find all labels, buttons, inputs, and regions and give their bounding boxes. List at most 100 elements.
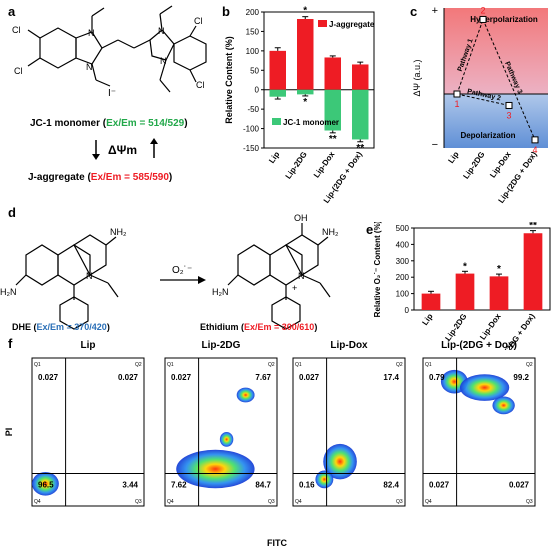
flow-title: Lip: [81, 340, 96, 351]
q3-value: 82.4: [383, 480, 399, 489]
jc1-structure: N N N N Cl Cl Cl Cl I⁻ JC-1 monomer (Ex/…: [12, 5, 207, 183]
hyper-label: Hyperpolarization: [470, 15, 538, 24]
panel-c-label: c: [410, 4, 418, 19]
q3-label: Q3: [268, 499, 275, 505]
pathway-line: [482, 19, 536, 141]
legend-label-jagg: J-aggregate: [329, 20, 375, 29]
n-atom-4: N: [160, 56, 167, 66]
pathway-line: [456, 19, 484, 95]
q2-value: 7.67: [255, 373, 271, 382]
y-tick-label: 0: [255, 86, 260, 95]
q4-value: 96.5: [38, 480, 54, 489]
n-atom-eth: N: [298, 271, 305, 281]
n-atom-2: N: [86, 62, 93, 72]
cl-atom-1: Cl: [12, 25, 21, 35]
y-tick-label: 300: [396, 257, 410, 266]
n-atom-dhe: N: [86, 271, 93, 281]
oh-group: OH: [294, 213, 308, 223]
minus-sign: −: [432, 139, 438, 151]
point-marker: [479, 15, 487, 23]
y-tick-label: 500: [396, 224, 410, 233]
y-tick-label: 200: [246, 8, 260, 17]
bar-jagg: [297, 18, 314, 90]
q3-label: Q3: [526, 499, 533, 505]
density-cluster: [236, 387, 255, 403]
flow-cytometry-panels: Lip Q1 Q2 Q3 Q4 0.027 0.027 3.44 96.5 Lip-2DG Q1 Q2…: [4, 340, 536, 548]
x-tick-label: Lip: [446, 150, 460, 165]
cl-atom-4: Cl: [194, 16, 203, 26]
nh2-group-1: NH₂: [110, 227, 127, 237]
plus-sign: +: [432, 5, 438, 17]
y-axis-label: Relative O₂˙⁻ Content (%): [373, 222, 382, 317]
y-tick-label: 100: [396, 290, 410, 299]
q1-label: Q1: [295, 362, 302, 368]
panel-e-label: e: [366, 222, 374, 237]
cl-atom-3: Cl: [196, 80, 205, 90]
q2-value: 99.2: [513, 373, 529, 382]
bar-monomer: [324, 89, 341, 131]
point-number: 3: [506, 110, 511, 120]
bar-superoxide: [421, 293, 441, 310]
cl-atom-2: Cl: [14, 66, 23, 76]
y-tick-label: 100: [246, 47, 260, 56]
n-atom-3: N: [158, 26, 165, 36]
h2n-group-1: H₂N: [0, 287, 17, 297]
h2n-group-2: H₂N: [212, 287, 229, 297]
iodide-ion: I⁻: [108, 88, 116, 99]
y-axis-label: ΔΨ (a.u.): [412, 59, 422, 96]
bar-monomer: [352, 89, 369, 140]
panel-a-label: a: [8, 4, 16, 19]
q2-label: Q2: [396, 362, 403, 368]
density-cluster: [459, 374, 510, 401]
flow-title: Lip-2DG: [202, 340, 241, 351]
q2-value: 17.4: [383, 373, 399, 382]
q1-label: Q1: [167, 362, 174, 368]
legend-swatch-jagg: [318, 20, 327, 27]
point-number: 4: [532, 145, 537, 155]
q1-value: 0.79: [429, 373, 445, 382]
significance-mark: *: [497, 264, 501, 275]
q4-label: Q4: [34, 499, 41, 505]
q4-label: Q4: [167, 499, 174, 505]
down-arrow-head: [92, 154, 100, 160]
q4-value: 0.027: [429, 480, 450, 489]
bar-superoxide: [455, 273, 475, 310]
density-cluster: [315, 470, 334, 489]
chart-c: + − ΔΨ (a.u.) Hyperpolarization Depolarizati…: [412, 5, 548, 205]
significance-mark: *: [303, 97, 307, 108]
density-cluster: [492, 396, 515, 415]
jagg-caption: J-aggregate (Ex/Em = 585/590): [28, 172, 172, 183]
panel-b-label: b: [222, 4, 230, 19]
q1-value: 0.027: [38, 373, 59, 382]
hyperpolarization-region: [444, 8, 548, 94]
y-tick-label: 150: [246, 27, 260, 36]
plus-charge: +: [292, 283, 297, 293]
depol-label: Depolarization: [460, 131, 515, 140]
flow-title: Lip-(2DG + Dox): [441, 340, 517, 351]
bar-superoxide: [489, 276, 509, 310]
significance-mark: **: [329, 134, 337, 145]
point-marker: [505, 101, 513, 109]
nh2-group-2: NH₂: [322, 227, 339, 237]
significance-mark: *: [463, 261, 467, 272]
point-marker: [453, 90, 461, 98]
n-atom-1: N: [88, 28, 95, 38]
bar-monomer: [297, 89, 314, 95]
y-tick-label: -100: [243, 125, 260, 134]
panel-f-label: f: [8, 336, 13, 351]
q2-label: Q2: [526, 362, 533, 368]
q3-label: Q3: [396, 499, 403, 505]
x-tick-label: Lip-2DG: [284, 150, 309, 181]
superoxide-reagent: O₂˙⁻: [172, 265, 192, 276]
q4-label: Q4: [425, 499, 432, 505]
q1-value: 0.027: [171, 373, 192, 382]
y-tick-label: 400: [396, 240, 410, 249]
flow-y-axis-label: PI: [4, 428, 14, 437]
legend-swatch-monomer: [272, 118, 281, 125]
bar-monomer: [269, 89, 286, 97]
x-tick-label: Lip: [420, 312, 434, 327]
flow-x-axis-label: FITC: [267, 538, 287, 548]
ethidium-caption: Ethidium (Ex/Em = 300/610): [200, 322, 318, 332]
